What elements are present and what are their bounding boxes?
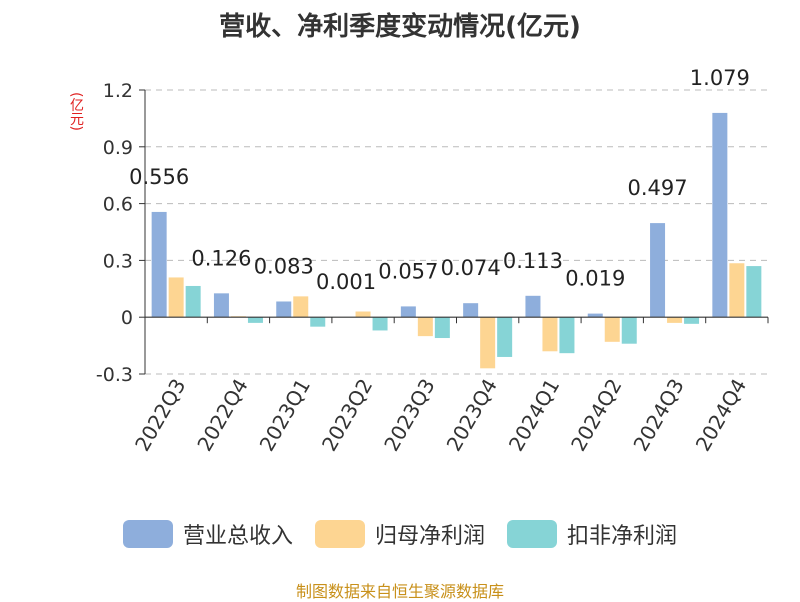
x-tick-label: 2024Q4 [691,375,751,456]
bar-deducted-profit [434,317,450,339]
y-tick-label: 0 [121,307,133,329]
bar-revenue [650,223,666,318]
bar-deducted-profit [185,285,201,318]
data-label: 0.083 [254,254,314,278]
bar-net-profit [168,277,184,318]
data-label: 0.019 [565,267,625,291]
x-tick-label: 2023Q1 [255,375,315,456]
data-label: 0.556 [129,165,189,189]
data-label: 0.057 [378,259,438,283]
bar-deducted-profit [684,317,700,324]
data-label: 0.126 [191,246,251,270]
data-label: 0.074 [441,256,501,280]
data-label: 0.113 [503,249,563,273]
y-axis-unit-label: (亿元) [68,92,84,131]
bar-revenue [151,211,167,318]
legend-label-revenue: 营业总收入 [182,524,293,549]
legend-swatch-deducted-profit [507,520,557,548]
bar-deducted-profit [559,317,575,354]
legend-label-net-profit: 归母净利润 [374,524,485,549]
bar-revenue [213,293,229,318]
bar-deducted-profit [372,317,388,331]
bar-net-profit [480,317,496,369]
legend-swatch-revenue [122,520,173,548]
bar-revenue [400,306,416,318]
bar-net-profit [355,311,371,318]
bar-deducted-profit [746,266,762,318]
legend-item-revenue[interactable]: 营业总收入 [122,518,293,550]
legend-swatch-net-profit [314,520,365,548]
bar-revenue [525,295,541,318]
data-label: 0.497 [627,176,687,200]
x-tick-label: 2024Q1 [504,375,564,456]
data-label: 1.079 [690,66,750,90]
bar-revenue [463,303,479,318]
bar-net-profit [542,317,558,352]
bar-net-profit [293,296,309,318]
y-tick-label: 0.9 [103,137,133,159]
legend-label-deducted-profit: 扣非净利润 [567,524,678,549]
x-tick-label: 2023Q2 [317,375,377,456]
data-source-note: 制图数据来自恒生聚源数据库 [295,582,504,601]
bar-deducted-profit [310,317,326,327]
legend-item-net-profit[interactable]: 归母净利润 [314,518,485,550]
y-tick-label: -0.3 [96,364,133,386]
bar-net-profit [667,317,683,323]
y-tick-label: 1.2 [103,80,133,102]
bar-deducted-profit [247,317,263,323]
bar-revenue [587,313,603,318]
x-tick-label: 2023Q3 [379,374,439,455]
bar-net-profit [417,317,433,337]
bar-revenue [712,112,728,318]
x-tick-label: 2022Q3 [130,375,190,456]
x-tick-label: 2023Q4 [442,375,502,456]
x-tick-label: 2022Q4 [192,375,252,456]
y-tick-label: 0.3 [103,250,133,272]
data-label: 0.001 [316,270,376,294]
y-tick-label: 0.6 [103,194,133,216]
x-tick-label: 2024Q3 [628,375,688,456]
bar-deducted-profit [497,317,513,357]
bar-net-profit [604,317,620,342]
chart-title: 营收、净利季度变动情况(亿元) [219,12,581,42]
bar-deducted-profit [621,317,637,344]
legend: 营业总收入 归母净利润 扣非净利润 [0,518,800,550]
x-tick-label: 2024Q2 [566,375,626,456]
bar-revenue [276,301,292,318]
bar-net-profit [729,263,745,318]
legend-item-deducted-profit[interactable]: 扣非净利润 [507,518,677,550]
